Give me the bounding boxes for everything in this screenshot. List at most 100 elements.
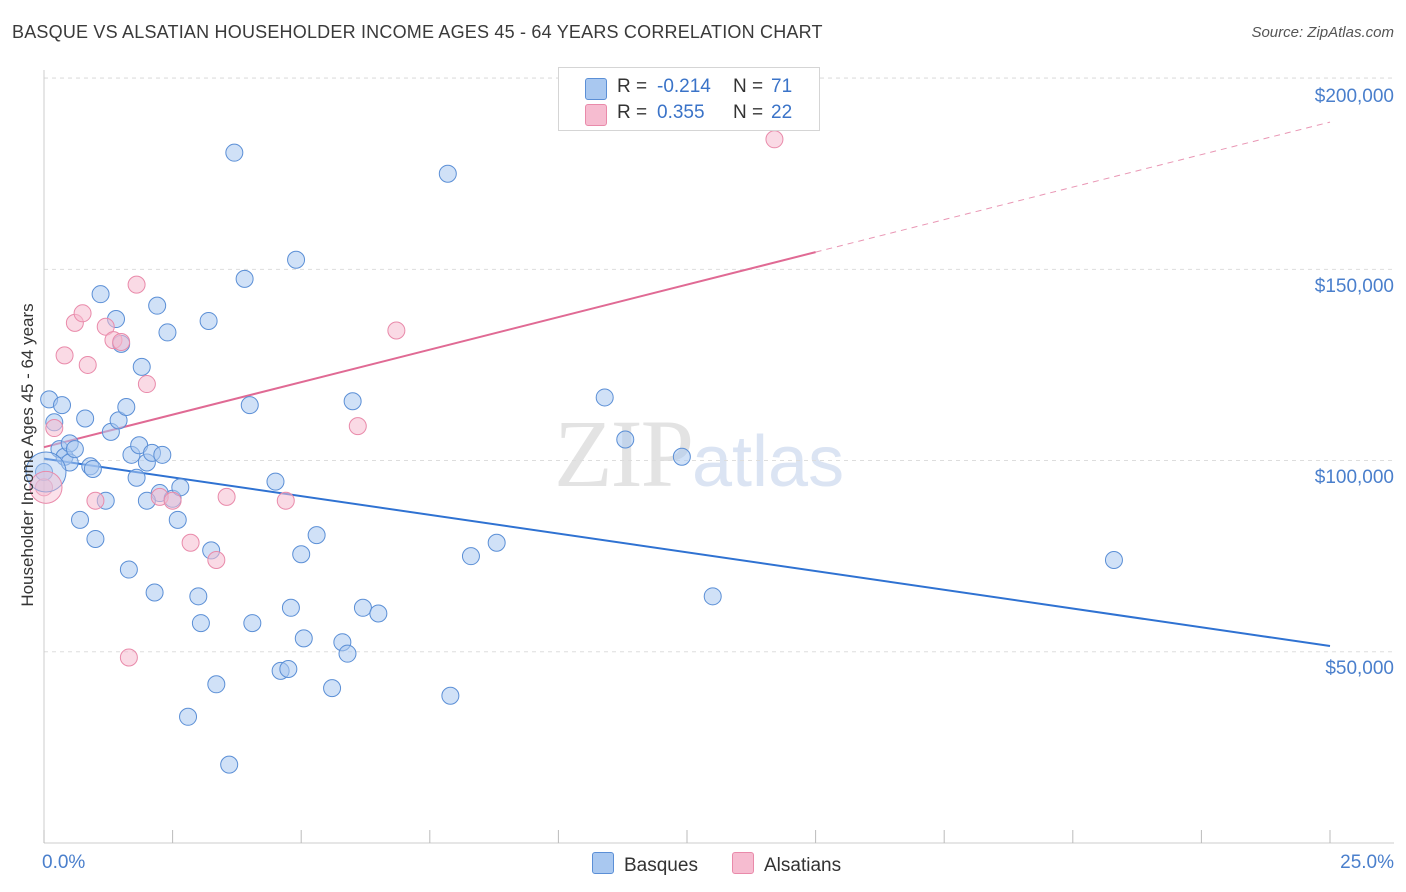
basques-point [487,533,506,552]
bottom-legend-label-basques: Basques [624,855,698,876]
basques-point [338,644,357,663]
basques-point [109,411,128,430]
basques-point [53,396,72,415]
basques-point [145,583,164,602]
basques-point [86,529,105,548]
basques-point [287,250,306,269]
basques-point [179,707,198,726]
basques-point [1104,550,1123,569]
basques-point [171,478,190,497]
alsatians-point [207,550,226,569]
legend-n-value: 71 [771,76,793,97]
watermark: ZIPatlas [554,398,844,509]
bottom-legend-label-alsatians: Alsatians [764,855,842,876]
legend-n-label: N = [733,102,764,123]
bottom-legend-swatch-basques [592,852,614,874]
basques-point [616,430,635,449]
axes [43,70,1394,844]
basques-point [461,547,480,566]
bottom-legend-alsatians: Alsatians [732,852,841,877]
basques-point [225,143,244,162]
alsatians-point [45,419,64,438]
basques-point-large [25,451,67,493]
watermark-zip: ZIP [554,400,694,507]
basques-point [672,447,691,466]
basques-point [294,629,313,648]
basques-point [168,510,187,529]
basques-point [148,296,167,315]
basques-point [353,598,372,617]
basques-point [307,526,326,545]
basques-point [243,614,262,633]
alsatians-point [276,491,295,510]
y-tick-50000: $50,000 [1325,658,1394,679]
bottom-legend-basques: Basques [592,852,698,877]
alsatians-point [217,487,236,506]
legend-r-value: -0.214 [657,76,711,97]
basques-point [91,285,110,304]
alsatians-point [112,332,131,351]
legend-swatch-alsatians [585,104,607,126]
basques-point [266,472,285,491]
y-axis-label: Householder Income Ages 45 - 64 years [18,303,37,607]
basques-point [369,604,388,623]
alsatians-point [78,355,97,374]
alsatians-point [73,304,92,323]
legend-swatch-basques [585,78,607,100]
x-tick-max: 25.0% [1340,852,1394,873]
y-tick-200000: $200,000 [1314,86,1394,107]
basques-trend-line [43,457,1331,648]
alsatians-point [96,317,115,336]
alsatians-trend-line [43,251,816,449]
alsatians-point [119,648,138,667]
basques-point [119,560,138,579]
basques-point [441,686,460,705]
legend-r-value: 0.355 [657,102,705,123]
alsatians-trend-extension [815,121,1331,253]
alsatians-point [137,375,156,394]
alsatians-point [55,346,74,365]
alsatians-point [127,275,146,294]
correlation-legend: R = -0.214 N = 71 R = 0.355 N = 22 [558,67,820,131]
basques-point [240,396,259,415]
y-tick-150000: $150,000 [1314,276,1394,297]
basques-point [158,323,177,342]
alsatians-point [348,417,367,436]
basques-point [438,164,457,183]
basques-point [343,392,362,411]
y-tick-100000: $100,000 [1314,467,1394,488]
basques-point [323,679,342,698]
basques-point [132,357,151,376]
legend-n-value: 22 [771,102,793,123]
basques-point [189,587,208,606]
alsatians-point [163,491,182,510]
chart-source: Source: ZipAtlas.com [1251,24,1394,41]
data-points [25,130,1123,774]
basques-point [235,269,254,288]
basques-point [117,398,136,417]
basques-point [220,755,239,774]
chart-title: BASQUE VS ALSATIAN HOUSEHOLDER INCOME AG… [12,22,823,42]
basques-point [191,614,210,633]
basques-point [199,311,218,330]
basques-point [281,598,300,617]
x-tick-min: 0.0% [42,852,86,873]
basques-point [83,459,102,478]
alsatians-point-large [29,470,63,504]
watermark-atlas: atlas [692,422,845,502]
legend-r-label: R = [617,76,648,97]
trend-lines [43,121,1331,648]
grid-lines [44,77,1394,653]
legend-r-label: R = [617,102,648,123]
basques-point [153,445,172,464]
basques-point [71,510,90,529]
basques-point [65,440,84,459]
basques-point [127,468,146,487]
basques-point [279,659,298,678]
basques-point [76,409,95,428]
alsatians-point [86,491,105,510]
bottom-legend-swatch-alsatians [732,852,754,874]
legend-n-label: N = [733,76,764,97]
alsatians-point [181,533,200,552]
